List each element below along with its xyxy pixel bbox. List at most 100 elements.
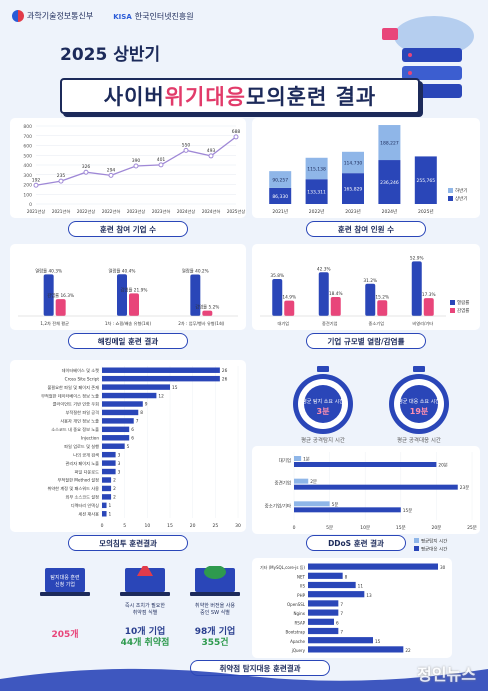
x-tick-label: 2023년상 xyxy=(127,208,146,214)
data-label: 550 xyxy=(182,142,191,148)
watermark: 정인뉴스 xyxy=(417,665,476,684)
y-tick-label: 0 xyxy=(29,202,32,208)
x-tick-label: 0 xyxy=(101,523,104,529)
data-label: 3 xyxy=(118,469,121,475)
vuln-card-1-line2: 신청 기업 xyxy=(55,582,75,588)
ddos-caption: DDoS 훈련 결과 xyxy=(306,535,406,551)
bar-response-time xyxy=(294,484,458,490)
x-tick-label: 2025년상 xyxy=(227,208,246,214)
bar-open-rate xyxy=(117,274,127,316)
bar xyxy=(308,609,339,616)
response-clock-title: 평균 대응 소요 시간 xyxy=(398,399,440,405)
data-label: 52.9% xyxy=(410,255,424,261)
category-label: 부적절한 데이터베이스 정보 노출 xyxy=(41,392,99,399)
bar xyxy=(102,485,112,492)
data-label: 3 xyxy=(118,452,121,458)
x-tick-label: 25 xyxy=(212,523,218,529)
bar-detect-time xyxy=(294,478,309,484)
bar-response-time xyxy=(294,462,437,467)
data-label: 20분 xyxy=(438,463,447,469)
x-tick-label: 2023년하 xyxy=(152,208,171,215)
detect-clock-title: 평균 탐지 소요 시간 xyxy=(302,399,344,405)
bar-lower-half xyxy=(305,157,328,180)
x-tick-label: 1차 : 쇼핑/배송 유형(1회) xyxy=(105,320,152,327)
bar-infection-rate xyxy=(284,300,295,316)
bar xyxy=(102,494,112,500)
kisa-logo: KISA 한국인터넷진흥원 xyxy=(113,11,194,21)
bar-open-rate xyxy=(43,274,54,316)
bar xyxy=(308,581,356,589)
ministry-logo: 과학기술정보통신부 xyxy=(12,10,93,22)
category-label: 파일 다운로드 xyxy=(75,468,100,475)
category-label: Apache xyxy=(290,639,305,644)
bar xyxy=(102,418,134,424)
data-label: 13 xyxy=(366,593,372,598)
category-label: RSAP xyxy=(294,620,305,625)
data-label: 6 xyxy=(336,620,339,625)
bar-detect-time xyxy=(294,501,330,507)
y-tick-label: 500 xyxy=(23,153,32,159)
data-label: 1 xyxy=(109,503,112,509)
data-label: 90,257 xyxy=(272,178,288,184)
alert-laptop-icon xyxy=(120,566,170,596)
x-tick-label: 25분 xyxy=(467,525,477,531)
category-label: 기타 (MySQL,core-js 등) xyxy=(260,564,305,570)
data-label: 8 xyxy=(345,574,348,579)
data-point xyxy=(108,172,114,178)
data-label: 17.3% xyxy=(422,292,436,298)
bar xyxy=(102,367,220,373)
bar xyxy=(308,646,404,653)
bar-infection-rate xyxy=(129,293,139,316)
data-label: 235 xyxy=(57,173,66,179)
bar-detect-time xyxy=(294,456,302,461)
x-tick-label: 2021년하 xyxy=(52,208,71,215)
companies-caption: 훈련 참여 기업 수 xyxy=(68,221,188,237)
bar xyxy=(102,375,220,382)
response-clock-icon xyxy=(389,366,449,434)
bar-infection-rate xyxy=(423,298,434,316)
category-label: 나의 공개 검색 xyxy=(73,451,99,458)
chart-panel xyxy=(10,244,246,330)
data-label: 2분 xyxy=(310,479,317,485)
legend-label: 평균대응 시간 xyxy=(421,546,447,553)
legend-swatch xyxy=(414,538,419,543)
data-label: 감염률 16.3% xyxy=(47,292,74,299)
bar xyxy=(308,591,365,598)
category-label: Nginx xyxy=(293,611,305,616)
x-tick-label: 중견기업 xyxy=(322,320,338,327)
data-point xyxy=(233,134,239,140)
data-label: 감염률 21.9% xyxy=(121,286,148,293)
category-label: 세션 재사용 xyxy=(78,511,99,518)
bar-infection-rate xyxy=(330,296,341,316)
data-label: 15.2% xyxy=(375,294,389,300)
bar xyxy=(102,511,107,517)
legend-swatch xyxy=(448,188,453,193)
bar xyxy=(308,618,334,625)
data-label: 688 xyxy=(232,129,241,135)
data-label: 22 xyxy=(405,648,411,653)
legend-swatch xyxy=(450,300,455,305)
x-tick-label: 30 xyxy=(235,523,241,529)
data-label: 15 xyxy=(172,385,178,391)
data-label: 5분 xyxy=(332,502,339,508)
category-label: Cross Site Script xyxy=(65,376,100,381)
data-label: 11 xyxy=(358,584,364,589)
bar xyxy=(102,460,116,466)
category-label: 데이터베이스 및 소켓 xyxy=(62,367,99,374)
data-label: 390 xyxy=(132,158,141,164)
y-tick-label: 100 xyxy=(23,192,32,198)
legend-label: 평균탐지 시간 xyxy=(421,538,447,545)
detect-clock-icon xyxy=(293,366,353,434)
cloud-laptop-icon xyxy=(190,566,240,596)
data-label: 401 xyxy=(157,157,166,163)
data-label: 42.3% xyxy=(317,266,331,272)
x-tick-label: 중소기업 xyxy=(369,320,385,327)
x-tick-label: 15 xyxy=(167,523,173,529)
detect-clock-value: 3분 xyxy=(316,407,330,416)
page-subtitle: 2025 상반기 xyxy=(60,45,161,65)
x-tick-label: 0 xyxy=(293,525,296,531)
x-tick-label: 15분 xyxy=(396,525,406,531)
legend-label: 열람률 xyxy=(457,299,469,306)
category-label: NET xyxy=(297,574,306,579)
category-label: 디렉터리 인덱싱 xyxy=(71,502,99,509)
